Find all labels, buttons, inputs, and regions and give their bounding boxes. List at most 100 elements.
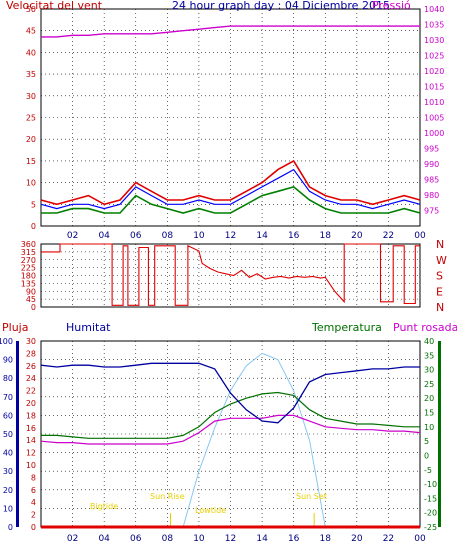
y-rain-tick: 28 bbox=[26, 349, 36, 358]
x-tick-label: 16 bbox=[288, 231, 300, 241]
y-humidity-tick: 60 bbox=[3, 411, 13, 420]
y-left-tick: 45 bbox=[26, 27, 36, 36]
y-right-tick: 1025 bbox=[424, 52, 444, 61]
y-rain-tick: 8 bbox=[31, 473, 36, 482]
top-x-tick-labels: 02 04 06 08 10 12 14 16 18 20 22 00 bbox=[67, 231, 426, 241]
x-tick-label: 06 bbox=[130, 534, 142, 544]
y-rain-tick: 22 bbox=[26, 387, 36, 396]
mid-series bbox=[41, 243, 420, 306]
y-humidity-tick: 0 bbox=[8, 523, 13, 532]
sunrise-label: Sun Rise bbox=[150, 492, 185, 501]
y-temperature-tick: 10 bbox=[424, 423, 434, 432]
x-tick-label: 22 bbox=[383, 534, 394, 544]
temperature-axis-bar bbox=[438, 341, 441, 527]
y-left-tick: 50 bbox=[26, 5, 36, 14]
temperature-line bbox=[41, 391, 420, 439]
wind-avg-line bbox=[40, 168, 421, 210]
y-left-tick: 0 bbox=[31, 303, 36, 312]
y-right-tick: 1020 bbox=[424, 67, 444, 76]
mid-x-gridlines bbox=[72, 244, 421, 307]
dewpoint-label: Punt rosada bbox=[393, 321, 457, 334]
top-series bbox=[40, 25, 421, 214]
x-tick-label: 20 bbox=[351, 231, 363, 241]
bottom-series bbox=[40, 352, 421, 529]
y-rain-tick: 26 bbox=[26, 362, 36, 371]
y-right-tick: 1000 bbox=[424, 129, 444, 138]
y-rain-tick: 2 bbox=[31, 511, 36, 520]
y-left-tick: 15 bbox=[26, 157, 36, 166]
y-left-tick: 90 bbox=[26, 287, 36, 296]
bottom-y-ticks: 0102030405060708090100024681012141618202… bbox=[0, 337, 441, 532]
y-right-tick: 1030 bbox=[424, 36, 444, 45]
y-left-tick: 10 bbox=[26, 179, 36, 188]
y-right-tick: 980 bbox=[424, 191, 439, 200]
pressure-line bbox=[41, 25, 420, 38]
y-right-tick: 1010 bbox=[424, 98, 444, 107]
y-rain-tick: 12 bbox=[26, 449, 36, 458]
x-tick-label: 04 bbox=[98, 231, 110, 241]
bottom-x-tick-labels: 02 04 06 08 10 12 14 16 18 20 22 00 bbox=[67, 534, 426, 544]
wind-speed-title: Velocitat del vent bbox=[6, 0, 103, 12]
y-right-tick: 1005 bbox=[424, 114, 444, 123]
y-rain-tick: 18 bbox=[26, 411, 36, 420]
compass-label: E bbox=[436, 285, 443, 298]
y-rain-tick: 16 bbox=[26, 424, 36, 433]
x-tick-label: 02 bbox=[67, 231, 78, 241]
y-temperature-tick: 40 bbox=[424, 337, 434, 346]
y-left-tick: 180 bbox=[21, 272, 36, 281]
x-tick-label: 08 bbox=[162, 231, 174, 241]
y-temperature-tick: 5 bbox=[424, 437, 429, 446]
y-humidity-tick: 20 bbox=[3, 486, 13, 495]
humidity-temperature-chart: 0102030405060708090100024681012141618202… bbox=[0, 337, 441, 544]
x-tick-label: 00 bbox=[414, 231, 426, 241]
y-temperature-tick: 35 bbox=[424, 351, 434, 360]
x-tick-label: 18 bbox=[320, 231, 332, 241]
y-left-tick: 135 bbox=[21, 279, 36, 288]
y-right-tick: 975 bbox=[424, 207, 439, 216]
y-left-tick: 270 bbox=[21, 256, 36, 265]
y-right-tick: 1035 bbox=[424, 21, 444, 30]
rain-label: Pluja bbox=[2, 321, 28, 334]
y-left-tick: 45 bbox=[26, 295, 36, 304]
y-right-tick: 990 bbox=[424, 160, 439, 169]
y-right-tick: 1040 bbox=[424, 5, 444, 14]
humidity-line bbox=[40, 362, 420, 424]
y-humidity-tick: 40 bbox=[3, 449, 13, 458]
x-tick-label: 14 bbox=[256, 534, 268, 544]
sunset-label: Sun Set bbox=[296, 492, 327, 501]
x-tick-label: 14 bbox=[256, 231, 268, 241]
y-rain-tick: 24 bbox=[26, 374, 36, 383]
x-tick-label: 02 bbox=[67, 534, 78, 544]
y-humidity-tick: 70 bbox=[3, 393, 13, 402]
compass-label: N bbox=[436, 301, 444, 314]
bottom-x-gridlines bbox=[72, 341, 421, 527]
x-tick-label: 16 bbox=[288, 534, 300, 544]
y-temperature-tick: -20 bbox=[424, 509, 437, 518]
y-left-tick: 30 bbox=[26, 92, 36, 101]
compass-label: S bbox=[436, 270, 443, 283]
compass-label: W bbox=[436, 254, 447, 267]
y-temperature-tick: 20 bbox=[424, 394, 434, 403]
bigtide-label: Bigtide bbox=[90, 502, 118, 511]
y-rain-tick: 30 bbox=[26, 337, 36, 346]
bottom-legend: Pluja Humitat Temperatura Punt rosada bbox=[2, 321, 457, 334]
sun-elevation-arc bbox=[182, 352, 326, 528]
y-left-tick: 35 bbox=[26, 70, 36, 79]
temperature-label: Temperatura bbox=[311, 321, 382, 334]
y-temperature-tick: 30 bbox=[424, 366, 434, 375]
y-left-tick: 25 bbox=[26, 114, 36, 123]
x-tick-label: 06 bbox=[130, 231, 142, 241]
wind-low-line bbox=[41, 186, 421, 214]
x-tick-label: 00 bbox=[414, 534, 426, 544]
y-temperature-tick: -5 bbox=[424, 466, 432, 475]
y-temperature-tick: 25 bbox=[424, 380, 434, 389]
x-tick-label: 22 bbox=[383, 231, 394, 241]
top-y-right-ticks: 975 980 985 990 995 1000 1005 1010 1015 1020 1025 1… bbox=[424, 5, 444, 216]
graph-title: 24 hour graph day : 04 Diciembre 2015 bbox=[172, 0, 390, 12]
y-rain-tick: 20 bbox=[26, 399, 36, 408]
y-humidity-tick: 100 bbox=[0, 337, 13, 346]
humidity-label: Humitat bbox=[66, 321, 111, 334]
